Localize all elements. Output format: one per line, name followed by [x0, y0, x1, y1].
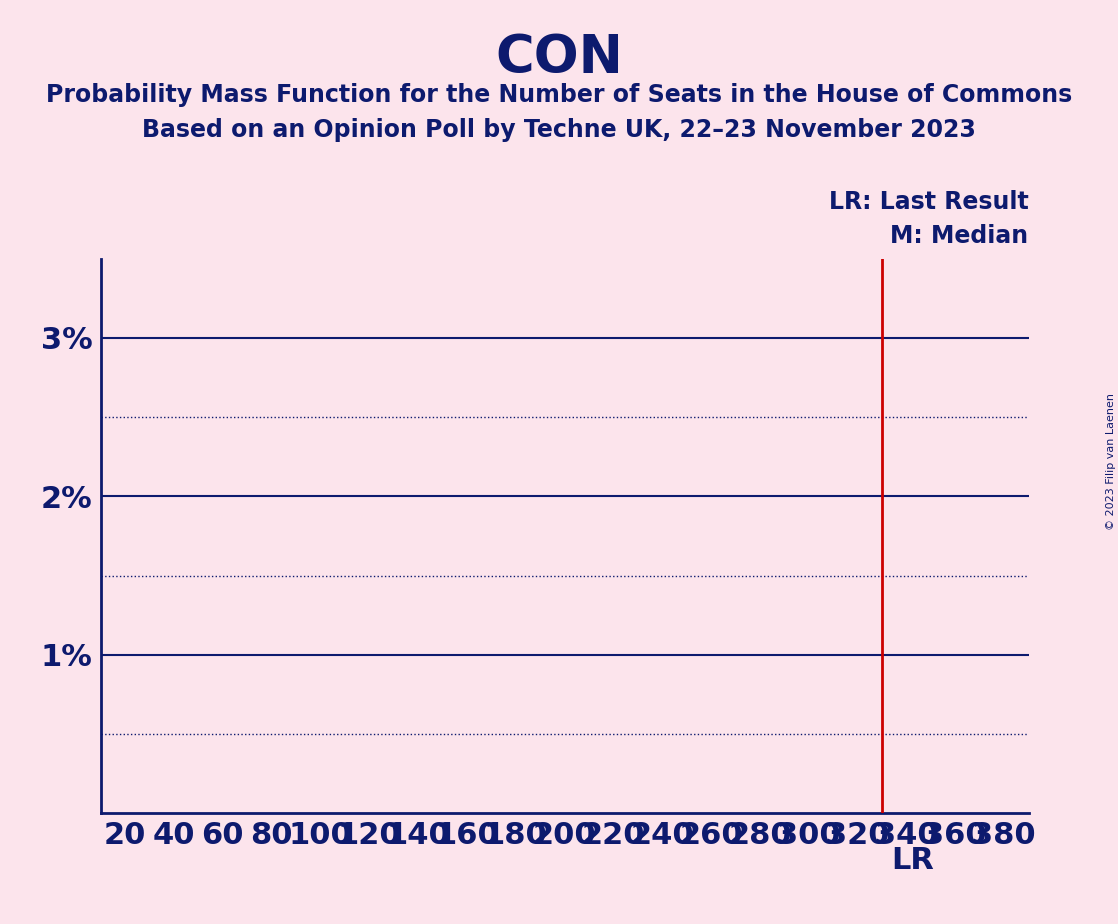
Text: © 2023 Filip van Laenen: © 2023 Filip van Laenen [1106, 394, 1116, 530]
Text: M: Median: M: Median [890, 224, 1029, 248]
Text: LR: LR [891, 846, 935, 875]
Text: Based on an Opinion Poll by Techne UK, 22–23 November 2023: Based on an Opinion Poll by Techne UK, 2… [142, 118, 976, 142]
Text: LR: Last Result: LR: Last Result [828, 190, 1029, 214]
Text: Probability Mass Function for the Number of Seats in the House of Commons: Probability Mass Function for the Number… [46, 83, 1072, 107]
Text: CON: CON [495, 32, 623, 84]
